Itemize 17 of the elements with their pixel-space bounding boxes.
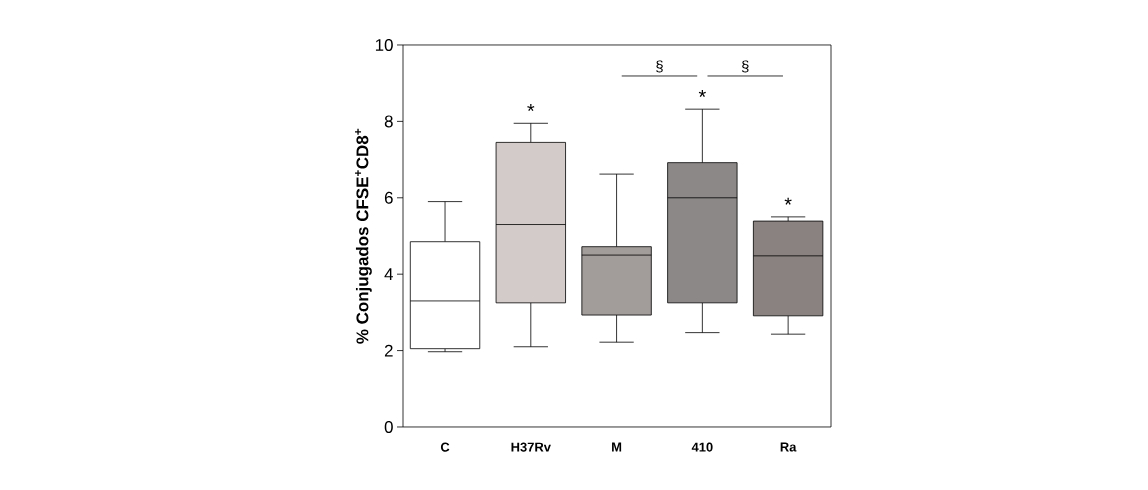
x-tick-label: 410 — [691, 442, 713, 452]
annotation: * — [698, 89, 706, 97]
y-tick-label: 6 — [384, 191, 393, 204]
x-tick-label: Ra — [780, 442, 797, 452]
x-tick-label: C — [440, 442, 450, 452]
annotation: § — [656, 60, 663, 73]
y-tick-label: 4 — [384, 268, 393, 281]
y-tick-label: 2 — [384, 344, 393, 357]
y-axis-title: % Conjugados CFSE$^{+}$CD8$^{+}$ — [355, 128, 372, 344]
annotation: * — [527, 104, 535, 112]
y-tick-label: 10 — [375, 38, 393, 51]
annotation: § — [741, 60, 749, 73]
x-tick-label: H37Rv — [511, 442, 551, 452]
y-tick-label: 8 — [384, 115, 393, 128]
annotation: * — [784, 197, 792, 205]
y-tick-label: 0 — [384, 420, 393, 433]
x-tick-label: M — [612, 442, 622, 452]
